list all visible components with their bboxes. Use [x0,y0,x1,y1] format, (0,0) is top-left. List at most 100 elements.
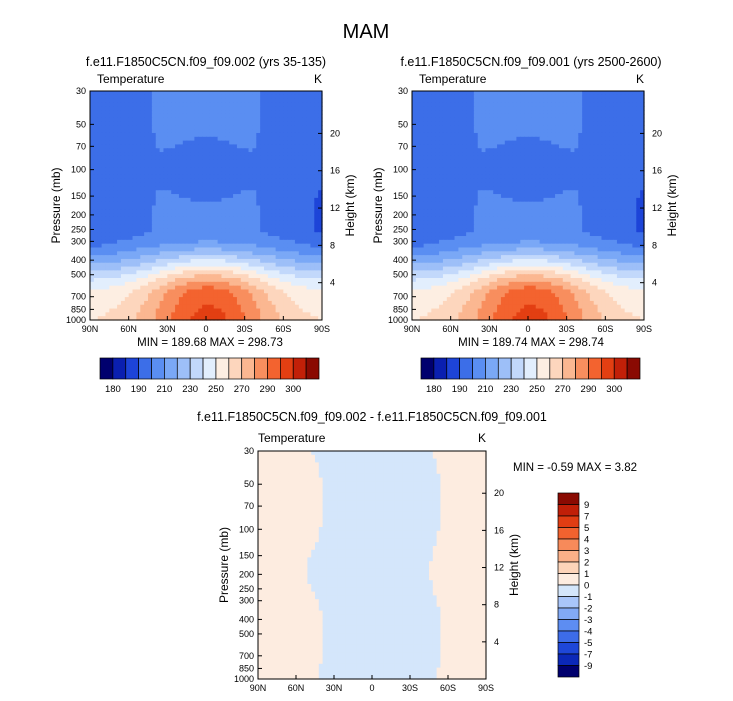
contour-cell [310,125,315,130]
contour-cell [101,159,107,165]
contour-cell [302,209,308,214]
contour-cell [144,110,149,115]
contour-cell [287,297,292,302]
contour-cell [310,243,315,249]
contour-cell [113,228,118,233]
contour-cell [124,136,130,142]
contour-cell [613,136,618,142]
contour-cell [182,148,188,153]
contour-cell [202,186,207,191]
contour-cell [109,159,114,165]
contour-cell [240,274,246,279]
contour-cell [609,102,614,107]
contour-cell [528,132,533,138]
contour-cell [163,155,168,161]
contour-cell [124,163,130,168]
contour-cell [504,125,510,130]
contour-cell [489,163,494,168]
contour-cell [252,255,257,260]
contour-cell [543,136,548,142]
contour-cell [294,148,300,153]
contour-cell [225,163,230,168]
contour-cell [624,129,630,134]
contour-cell [547,113,552,119]
contour-cell [136,228,141,233]
contour-cell [120,121,126,126]
contour-cell [291,216,296,222]
contour-cell [318,167,323,172]
contour-cell [105,251,110,256]
contour-cell [159,182,165,188]
contour-cell [314,300,319,306]
contour-cell [225,304,230,310]
contour-cell [236,174,242,180]
contour-cell [136,136,141,142]
contour-cell [225,285,230,291]
contour-cell [640,117,645,123]
contour-cell [260,228,265,233]
contour-cell [283,136,288,142]
contour-cell [109,255,114,260]
contour-cell [419,117,425,123]
contour-cell [198,121,203,126]
contour-cell [291,113,296,119]
contour-cell [279,117,284,123]
contour-cell [504,152,510,157]
contour-cell [287,125,292,130]
contour-cell [574,113,579,119]
contour-cell [132,224,137,229]
contour-cell [566,163,572,168]
contour-cell [190,220,195,226]
contour-cell [163,194,168,199]
contour-cell [252,247,257,252]
contour-cell [593,167,599,172]
contour-cell [117,266,122,271]
contour-cell [90,262,95,268]
contour-cell [155,106,161,111]
contour-cell [244,216,250,222]
contour-cell [229,220,234,226]
contour-cell [113,98,118,104]
contour-cell [477,163,483,168]
contour-cell [298,201,304,207]
contour-cell [194,224,199,229]
contour-cell [298,304,304,310]
contour-cell [93,140,99,146]
contour-cell [240,152,246,157]
contour-cell [171,144,176,149]
contour-cell [287,255,292,260]
contour-cell [229,243,234,249]
contour-cell [213,312,219,317]
contour-cell [182,312,188,317]
contour-cell [221,316,226,321]
contour-cell [90,266,95,271]
contour-cell [97,129,103,134]
contour-cell [182,258,188,264]
contour-cell [155,201,161,207]
contour-cell [175,304,180,310]
contour-cell [318,316,323,321]
contour-cell [624,94,630,100]
contour-cell [512,171,517,176]
contour-cell [298,224,304,229]
contour-cell [310,171,315,176]
contour-cell [244,243,250,249]
contour-cell [229,155,234,161]
contour-cell [101,91,107,96]
contour-cell [551,167,556,172]
contour-cell [148,220,153,226]
contour-cell [620,136,626,142]
contour-cell [283,239,288,245]
contour-cell [558,167,564,172]
contour-cell [613,155,618,161]
contour-cell [128,190,134,195]
contour-cell [446,144,452,149]
contour-cell [120,300,126,306]
contour-cell [159,266,165,271]
contour-cell [221,152,226,157]
contour-cell [202,278,207,283]
contour-cell [178,98,184,104]
contour-cell [423,91,429,96]
contour-cell [291,243,296,249]
contour-cell [601,159,606,165]
